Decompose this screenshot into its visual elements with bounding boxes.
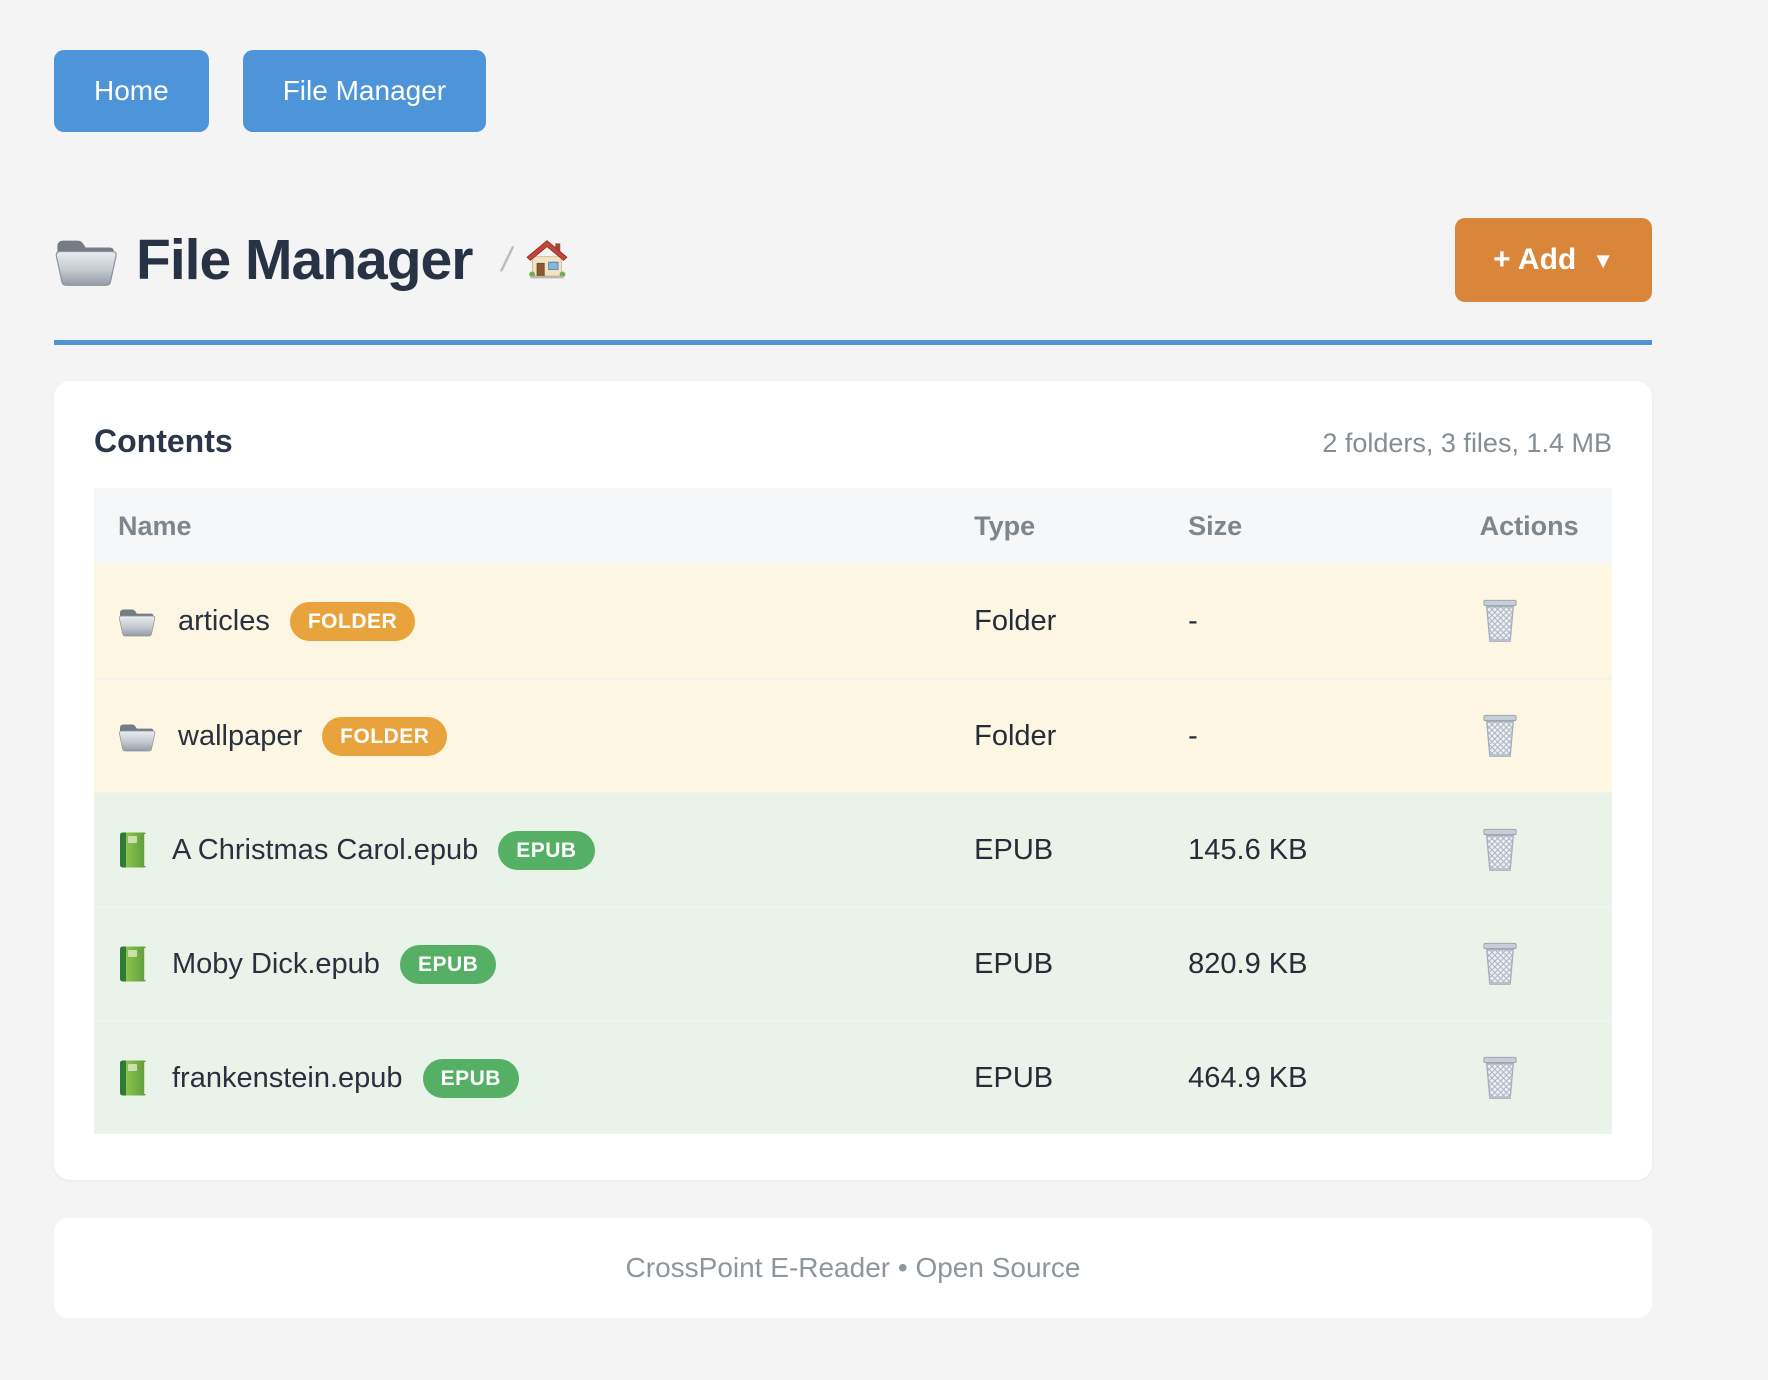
folder-badge: FOLDER bbox=[290, 602, 415, 641]
folder-icon bbox=[118, 719, 156, 753]
contents-card: Contents 2 folders, 3 files, 1.4 MB Name… bbox=[54, 381, 1652, 1180]
contents-summary: 2 folders, 3 files, 1.4 MB bbox=[1322, 428, 1612, 459]
trash-icon bbox=[1480, 598, 1520, 644]
actions-cell bbox=[1456, 598, 1612, 644]
size-cell: - bbox=[1164, 605, 1455, 638]
chevron-down-icon: ▼ bbox=[1592, 248, 1614, 274]
footer-card: CrossPoint E-Reader • Open Source bbox=[54, 1218, 1652, 1318]
file-table: Name Type Size Actions articles FOLDER F… bbox=[94, 488, 1612, 1134]
column-header-size: Size bbox=[1164, 511, 1455, 542]
table-header-row: Name Type Size Actions bbox=[94, 488, 1612, 564]
breadcrumb: / bbox=[502, 239, 567, 281]
type-cell: EPUB bbox=[950, 834, 1164, 867]
type-cell: EPUB bbox=[950, 1062, 1164, 1095]
actions-cell bbox=[1456, 713, 1612, 759]
nav-file-manager-button[interactable]: File Manager bbox=[243, 50, 486, 132]
delete-button[interactable] bbox=[1480, 1055, 1520, 1101]
page-container: Home File Manager File Manager / + Add ▼… bbox=[54, 0, 1652, 1318]
trash-icon bbox=[1480, 941, 1520, 987]
type-cell: EPUB bbox=[950, 948, 1164, 981]
title-wrap: File Manager / bbox=[54, 227, 568, 293]
trash-icon bbox=[1480, 827, 1520, 873]
add-button-label: + Add bbox=[1493, 243, 1576, 277]
header-divider bbox=[54, 340, 1652, 345]
delete-button[interactable] bbox=[1480, 713, 1520, 759]
green-book-icon bbox=[118, 945, 150, 983]
actions-cell bbox=[1456, 941, 1612, 987]
file-name[interactable]: frankenstein.epub bbox=[172, 1062, 403, 1095]
nav-home-button[interactable]: Home bbox=[54, 50, 209, 132]
file-name[interactable]: articles bbox=[178, 605, 270, 638]
delete-button[interactable] bbox=[1480, 941, 1520, 987]
folder-icon bbox=[118, 604, 156, 638]
green-book-icon bbox=[118, 1059, 150, 1097]
footer-text: CrossPoint E-Reader • Open Source bbox=[626, 1252, 1081, 1284]
card-header: Contents 2 folders, 3 files, 1.4 MB bbox=[94, 423, 1612, 460]
name-cell: wallpaper FOLDER bbox=[94, 717, 950, 756]
delete-button[interactable] bbox=[1480, 598, 1520, 644]
file-name[interactable]: Moby Dick.epub bbox=[172, 948, 380, 981]
file-name[interactable]: wallpaper bbox=[178, 720, 302, 753]
folder-badge: FOLDER bbox=[322, 717, 447, 756]
epub-badge: EPUB bbox=[423, 1059, 519, 1098]
size-cell: 464.9 KB bbox=[1164, 1062, 1455, 1095]
name-cell: A Christmas Carol.epub EPUB bbox=[94, 831, 950, 870]
column-header-type: Type bbox=[950, 511, 1164, 542]
page-header: File Manager / + Add ▼ bbox=[54, 218, 1652, 302]
trash-icon bbox=[1480, 713, 1520, 759]
type-cell: Folder bbox=[950, 605, 1164, 638]
name-cell: frankenstein.epub EPUB bbox=[94, 1059, 950, 1098]
table-row[interactable]: Moby Dick.epub EPUB EPUB 820.9 KB bbox=[94, 906, 1612, 1020]
column-header-name: Name bbox=[94, 511, 950, 542]
actions-cell bbox=[1456, 1055, 1612, 1101]
epub-badge: EPUB bbox=[400, 945, 496, 984]
trash-icon bbox=[1480, 1055, 1520, 1101]
house-icon[interactable] bbox=[526, 239, 568, 281]
size-cell: 820.9 KB bbox=[1164, 948, 1455, 981]
breadcrumb-separator: / bbox=[498, 241, 516, 280]
table-row[interactable]: A Christmas Carol.epub EPUB EPUB 145.6 K… bbox=[94, 792, 1612, 906]
delete-button[interactable] bbox=[1480, 827, 1520, 873]
type-cell: Folder bbox=[950, 720, 1164, 753]
actions-cell bbox=[1456, 827, 1612, 873]
folder-icon bbox=[54, 232, 118, 288]
card-title: Contents bbox=[94, 423, 233, 460]
green-book-icon bbox=[118, 831, 150, 869]
table-row[interactable]: wallpaper FOLDER Folder - bbox=[94, 678, 1612, 792]
page-title: File Manager bbox=[136, 227, 472, 293]
table-row[interactable]: articles FOLDER Folder - bbox=[94, 564, 1612, 678]
size-cell: - bbox=[1164, 720, 1455, 753]
add-button[interactable]: + Add ▼ bbox=[1455, 218, 1652, 302]
file-name[interactable]: A Christmas Carol.epub bbox=[172, 834, 478, 867]
column-header-actions: Actions bbox=[1456, 511, 1612, 542]
name-cell: articles FOLDER bbox=[94, 602, 950, 641]
table-row[interactable]: frankenstein.epub EPUB EPUB 464.9 KB bbox=[94, 1020, 1612, 1134]
name-cell: Moby Dick.epub EPUB bbox=[94, 945, 950, 984]
size-cell: 145.6 KB bbox=[1164, 834, 1455, 867]
top-nav: Home File Manager bbox=[54, 0, 1652, 132]
epub-badge: EPUB bbox=[498, 831, 594, 870]
